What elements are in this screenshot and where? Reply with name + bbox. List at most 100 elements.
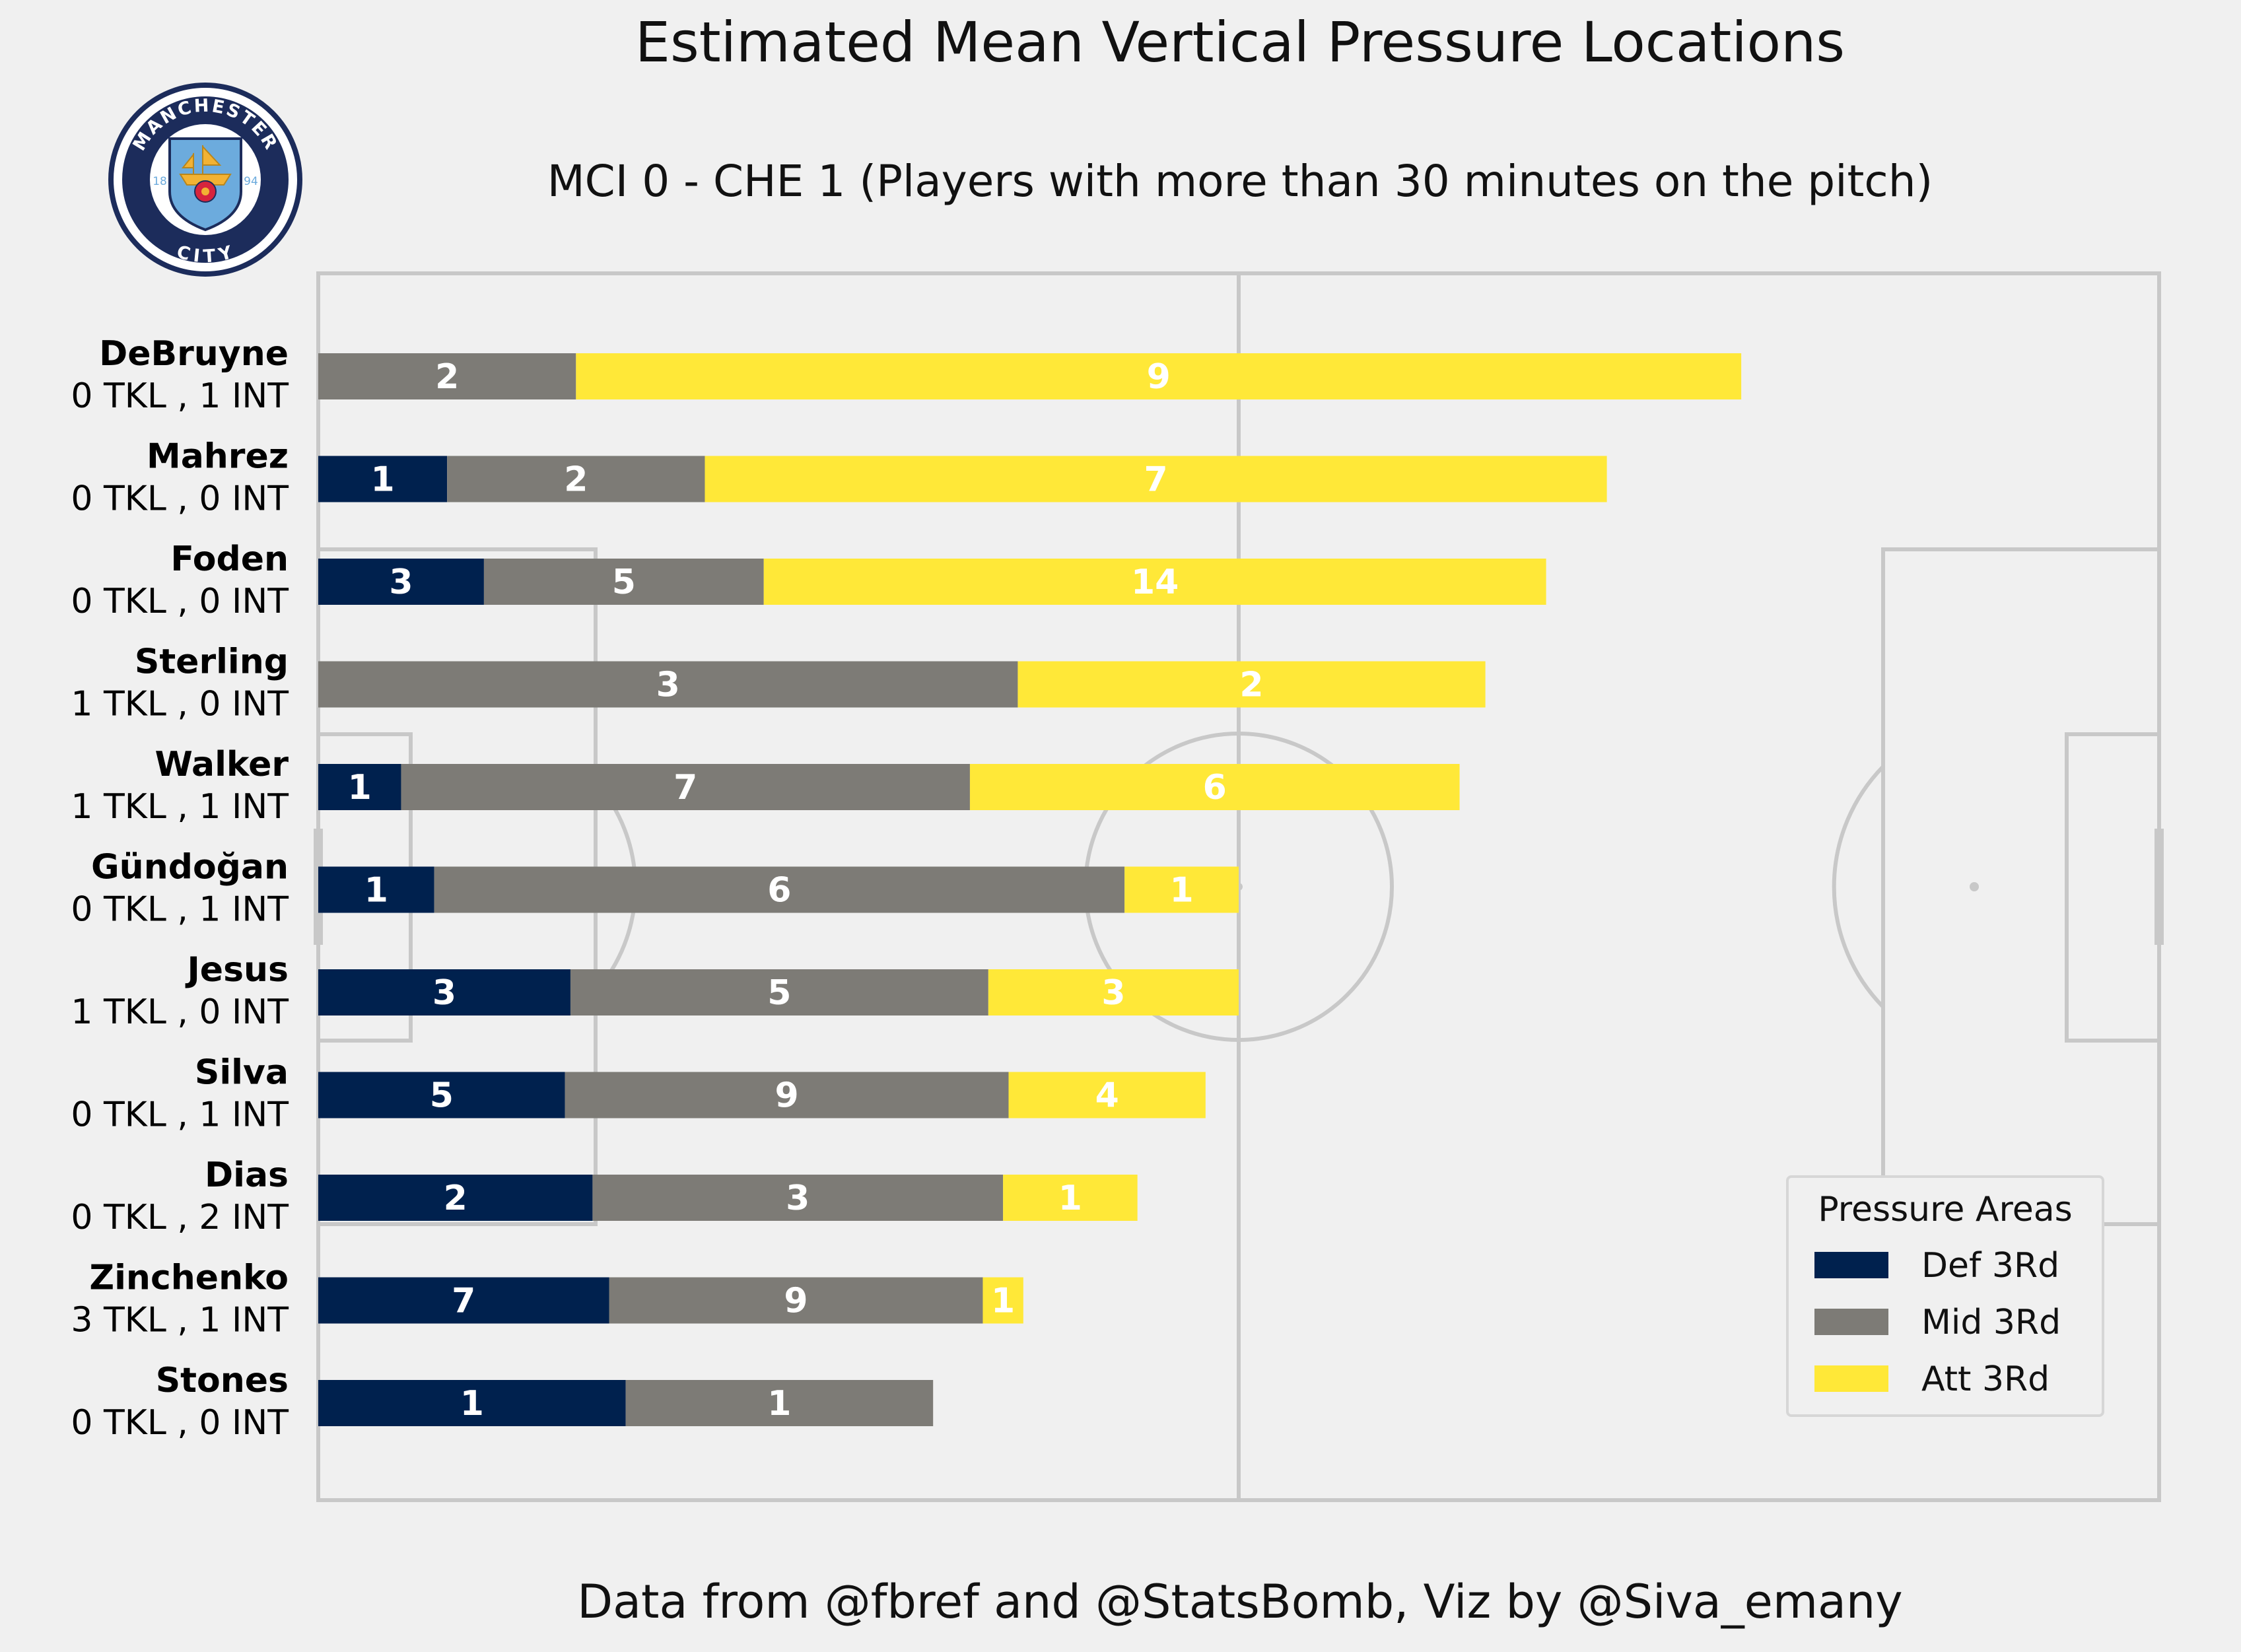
player-stats: 1 TKL , 0 INT <box>71 685 289 724</box>
player-stats: 0 TKL , 2 INT <box>71 1198 289 1237</box>
bar-segment-mid <box>401 764 970 810</box>
player-name: DeBruyne <box>99 334 289 374</box>
player-name: Silva <box>195 1053 289 1093</box>
player-stats: 0 TKL , 1 INT <box>71 890 289 930</box>
bar-count-label: 2 <box>444 1179 467 1218</box>
bar-segment-def <box>318 1277 609 1324</box>
bar-segment-att <box>1008 1072 1206 1119</box>
bar-segment-att <box>1017 661 1486 708</box>
player-name: Walker <box>155 745 289 784</box>
bar-count-label: 3 <box>389 563 413 602</box>
bar-count-label: 7 <box>673 768 697 808</box>
bar-segment-att <box>969 764 1460 810</box>
crest-ship-icon <box>179 145 232 186</box>
bar-segment-mid <box>609 1277 983 1324</box>
bar-count-label: 14 <box>1131 563 1179 602</box>
player-name: Dias <box>205 1155 289 1195</box>
bar-segment-att <box>1003 1175 1138 1221</box>
bar-count-label: 1 <box>364 871 388 911</box>
player-name: Gündoğan <box>91 848 289 887</box>
legend-title: Pressure Areas <box>1818 1190 2072 1229</box>
bar-count-label: 1 <box>460 1384 484 1424</box>
bar-segment-def <box>318 866 434 913</box>
legend-label: Att 3Rd <box>1921 1359 2050 1399</box>
bar-count-label: 3 <box>786 1179 810 1218</box>
right-penalty-spot <box>1970 882 1979 891</box>
player-name: Sterling <box>135 642 289 682</box>
bar-segment-def <box>318 1380 626 1426</box>
bar-count-label: 1 <box>1058 1179 1082 1218</box>
bar-count-label: 5 <box>430 1076 454 1116</box>
bar-count-label: 1 <box>1169 871 1193 911</box>
legend-entries: Def 3Rd Mid 3Rd Att 3Rd <box>1814 1246 2061 1399</box>
player-name: Stones <box>156 1361 289 1400</box>
bar-segment-mid <box>318 661 1018 708</box>
right-penalty-arc <box>1832 765 1885 1009</box>
crest-year-right: 94 <box>244 175 258 188</box>
bar-segment-mid <box>434 866 1125 913</box>
player-stats: 0 TKL , 0 INT <box>71 582 289 621</box>
bar-segment-def <box>318 969 570 1015</box>
bar-segment-def <box>318 1175 593 1221</box>
stacked-bars: 2 91 2 73 5 143 21 7 61 6 13 5 35 9 42 3 17 9 11 1 <box>318 353 1742 1426</box>
player-stats: 0 TKL , 1 INT <box>71 1095 289 1135</box>
bar-count-label: 9 <box>775 1076 798 1116</box>
bar-count-label: 3 <box>1101 973 1125 1013</box>
bar-count-label: 6 <box>1203 768 1227 808</box>
bar-segment-mid <box>447 456 705 502</box>
club-crest-logo: MANCHESTER CITY 18 94 <box>108 83 302 277</box>
legend-frame <box>1786 1175 2104 1417</box>
legend: Pressure Areas Def 3Rd Mid 3Rd Att 3Rd <box>1786 1175 2104 1417</box>
player-stats: 0 TKL , 1 INT <box>71 376 289 416</box>
crest-year-left: 18 <box>153 175 167 188</box>
bar-segment-att <box>983 1277 1023 1324</box>
bar-segment-def <box>318 559 484 605</box>
chart-footer: Data from @fbref and @StatsBomb, Viz by … <box>577 1575 1902 1629</box>
chart-subtitle: MCI 0 - CHE 1 (Players with more than 30… <box>547 156 1933 207</box>
bar-segment-att <box>1124 866 1239 913</box>
bar-count-label: 6 <box>767 871 791 911</box>
bar-count-label: 1 <box>991 1282 1015 1321</box>
bar-segment-def <box>318 1072 565 1119</box>
bar-count-label: 9 <box>784 1282 808 1321</box>
bar-count-label: 7 <box>452 1282 475 1321</box>
player-stats: 1 TKL , 1 INT <box>71 787 289 827</box>
bar-count-label: 2 <box>435 357 459 397</box>
bar-count-label: 1 <box>348 768 372 808</box>
legend-label: Mid 3Rd <box>1921 1303 2061 1342</box>
bar-segment-mid <box>625 1380 934 1426</box>
player-stats: 1 TKL , 0 INT <box>71 992 289 1032</box>
bar-count-label: 3 <box>656 666 680 705</box>
bar-segment-att <box>705 456 1607 502</box>
bar-segment-mid <box>570 969 988 1015</box>
player-name: Jesus <box>185 950 289 990</box>
bar-count-label: 2 <box>1239 666 1263 705</box>
chart-title: Estimated Mean Vertical Pressure Locatio… <box>635 10 1845 75</box>
player-stats: 3 TKL , 1 INT <box>71 1301 289 1340</box>
bar-segment-mid <box>483 559 764 605</box>
bar-count-label: 1 <box>370 460 394 500</box>
bar-count-label: 1 <box>767 1384 791 1424</box>
legend-swatch-def <box>1814 1252 1888 1278</box>
right-six-yard-box <box>2065 732 2161 1043</box>
bar-segment-mid <box>565 1072 1009 1119</box>
right-penalty-area <box>1881 547 2161 1226</box>
bar-segment-att <box>763 559 1546 605</box>
player-stats: 0 TKL , 0 INT <box>71 479 289 519</box>
bar-segment-att <box>576 353 1742 399</box>
player-name: Mahrez <box>147 437 289 477</box>
bar-count-label: 3 <box>432 973 456 1013</box>
player-name: Zinchenko <box>89 1258 289 1298</box>
bar-count-label: 5 <box>767 973 791 1013</box>
bar-count-label: 2 <box>564 460 588 500</box>
bar-count-label: 4 <box>1095 1076 1119 1116</box>
legend-swatch-mid <box>1814 1309 1888 1335</box>
bar-count-label: 7 <box>1144 460 1167 500</box>
legend-swatch-att <box>1814 1365 1888 1392</box>
player-stats: 0 TKL , 0 INT <box>71 1403 289 1443</box>
bar-count-label: 9 <box>1147 357 1171 397</box>
crest-rose-center-icon <box>201 188 209 195</box>
bar-count-label: 5 <box>612 563 636 602</box>
